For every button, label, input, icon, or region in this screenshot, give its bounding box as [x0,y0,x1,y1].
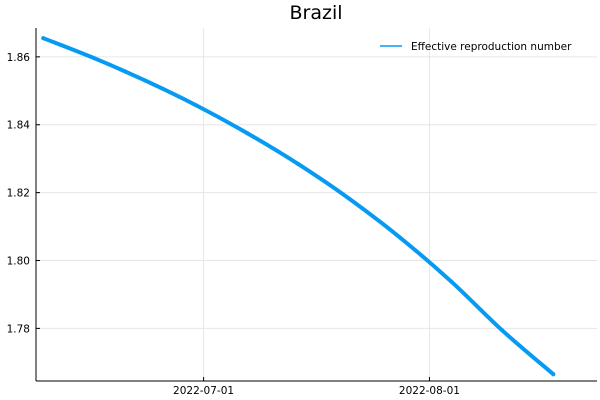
chart-title: Brazil [289,2,342,24]
series-point [296,162,301,167]
x-tick-label: 2022-08-01 [399,385,460,397]
series-point [245,131,250,136]
grid [36,28,597,381]
series-line [41,36,556,377]
x-tick-label: 2022-07-01 [173,385,234,397]
y-tick-label: 1.80 [7,256,30,268]
y-tick-label: 1.82 [7,188,30,200]
legend: Effective reproduction number [380,41,572,53]
series-point [143,78,148,83]
series [41,36,556,377]
y-tick-label: 1.86 [7,52,31,64]
series-point [92,56,97,61]
axes [35,28,597,382]
y-tick-label: 1.84 [7,120,31,132]
series-point [347,196,352,201]
legend-label: Effective reproduction number [411,41,572,53]
series-point [449,279,454,284]
y-tick-label: 1.78 [7,323,30,335]
tick-labels: 1.78 1.80 1.82 1.84 1.86 2022-07-01 2022-08-01 [7,52,460,397]
series-point [500,328,505,333]
series-point [398,235,403,240]
series-point [41,36,46,41]
series-point [194,103,199,108]
series-point [551,372,556,377]
